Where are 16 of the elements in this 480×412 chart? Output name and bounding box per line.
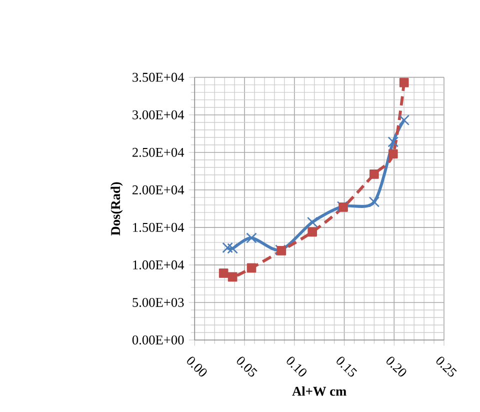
y-tick-label: 2.50E+04 [132,148,184,157]
y-tick-label: 3.00E+04 [132,110,184,120]
x-tick-label: 0.15 [336,356,358,377]
y-tick-label: 1.00E+04 [133,260,184,270]
y-axis-title: Dos(Rad) [110,182,123,236]
y-tick-label: 1.50E+04 [133,222,184,232]
y-tick-label: 3.50E+04 [132,72,184,82]
y-tick-label: 5.00E+03 [132,298,184,308]
x-tick-label: 0.20 [386,356,406,376]
y-tick-label: 0.00E+00 [132,335,184,345]
x-tick-label: 0.25 [436,356,457,377]
x-tick-label: 0.10 [286,356,306,376]
x-tick-label: 0.00 [187,356,207,376]
y-tick-label: 2.00E+04 [132,185,184,194]
x-axis-title: Al+W cm [292,386,346,396]
x-tick-label: 0.05 [236,356,258,377]
